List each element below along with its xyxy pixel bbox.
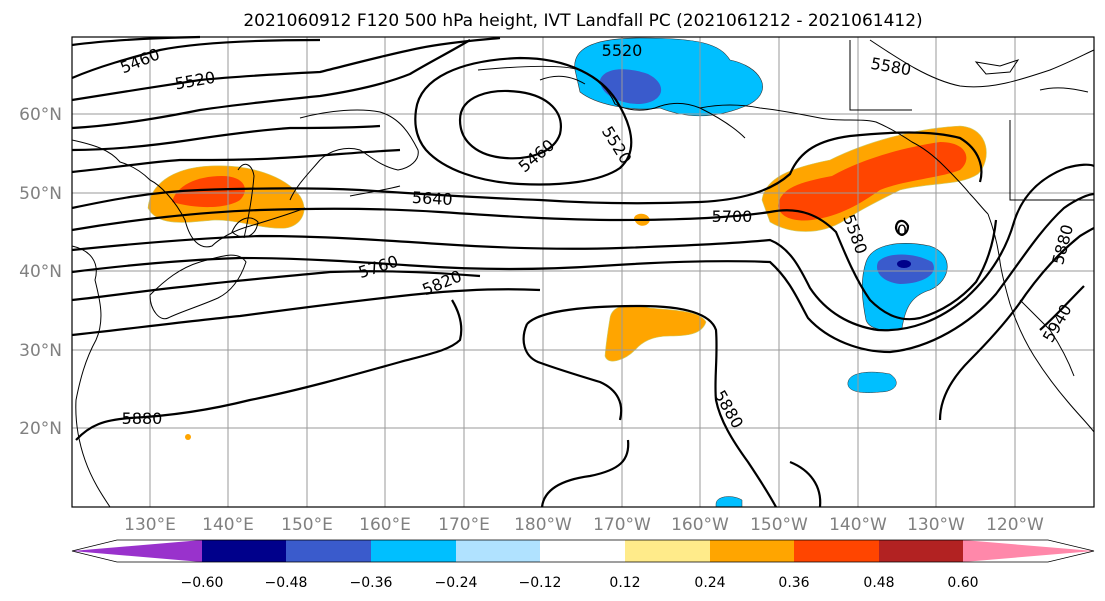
longitude-labels: 130°E 140°E 150°E 160°E 170°E 180°W 170°…: [124, 515, 1044, 535]
colorbar-tick-label: −0.24: [435, 575, 478, 591]
colorbar-tick-label: −0.36: [350, 575, 393, 591]
colorbar-segment: [963, 540, 1094, 562]
contour-label: 5700: [712, 207, 753, 226]
negative-anomaly-small-1: [847, 371, 897, 393]
lon-label: 150°E: [281, 515, 333, 535]
colorbar-tick-label: 0.12: [609, 575, 640, 591]
lat-label: 60°N: [19, 105, 62, 125]
lon-label: 180°W: [514, 515, 572, 535]
colorbar-segment: [286, 540, 371, 562]
contour-label: 5640: [411, 188, 453, 209]
contour-label: 0: [897, 221, 907, 240]
lat-label: 50°N: [19, 184, 62, 204]
colorbar-segment: [72, 540, 202, 562]
lon-label: 140°E: [202, 515, 254, 535]
colorbar-tick-label: 0.24: [694, 575, 725, 591]
map-panel: 5460 5520 5520 5520 5460 5580 5640 5700 …: [71, 35, 1095, 508]
positive-anomaly-dot: [185, 434, 191, 440]
positive-anomaly-subtropical: [604, 305, 707, 362]
colorbar-segment: [879, 540, 963, 562]
colorbar-tick-label: −0.12: [519, 575, 562, 591]
lon-label: 130°E: [124, 515, 176, 535]
map-frame: [71, 36, 1095, 508]
colorbar-outline: [71, 539, 1095, 563]
lon-label: 170°W: [593, 515, 651, 535]
positive-anomaly-east-asia-core: [172, 176, 245, 208]
colorbar-tick-label: −0.60: [181, 575, 224, 591]
negative-anomaly-small-2: [715, 496, 743, 508]
lon-label: 130°W: [907, 515, 965, 535]
colorbar-tick-label: 0.36: [778, 575, 809, 591]
lat-label: 40°N: [19, 262, 62, 282]
height-contours: [71, 35, 1095, 508]
lon-label: 150°W: [750, 515, 808, 535]
coastlines: [71, 39, 1095, 508]
colorbar: [71, 539, 1095, 563]
positive-anomaly-gulf-of-alaska-core: [778, 142, 967, 221]
gridlines: [72, 37, 1094, 507]
colorbar-segment: [540, 540, 625, 562]
colorbar-tick-label: −0.48: [265, 575, 308, 591]
latitude-labels: 60°N 50°N 40°N 30°N 20°N: [19, 105, 62, 439]
colorbar-segment: [625, 540, 710, 562]
colorbar-segment: [202, 540, 286, 562]
figure-title: 2021060912 F120 500 hPa height, IVT Land…: [243, 11, 922, 31]
colorbar-segment: [710, 540, 794, 562]
negative-anomaly-east-pacific-center: [897, 260, 911, 268]
lon-label: 160°W: [671, 515, 729, 535]
colorbar-segment: [794, 540, 879, 562]
colorbar-tick-labels: −0.60 −0.48 −0.36 −0.24 −0.12 0.12 0.24 …: [181, 575, 979, 591]
lon-label: 160°E: [359, 515, 411, 535]
colorbar-segment: [371, 540, 456, 562]
negative-anomaly-east-pacific-core: [876, 254, 934, 284]
lon-label: 170°E: [438, 515, 490, 535]
colorbar-segment: [456, 540, 540, 562]
lon-label: 140°W: [829, 515, 887, 535]
colorbar-tick-label: 0.48: [863, 575, 894, 591]
lon-label: 120°W: [986, 515, 1044, 535]
lat-label: 20°N: [19, 419, 62, 439]
colorbar-tick-label: 0.60: [947, 575, 978, 591]
lat-label: 30°N: [19, 341, 62, 361]
contour-label: 5880: [122, 409, 163, 428]
contour-label: 5520: [602, 41, 643, 60]
negative-anomaly-bering-core: [600, 69, 662, 104]
